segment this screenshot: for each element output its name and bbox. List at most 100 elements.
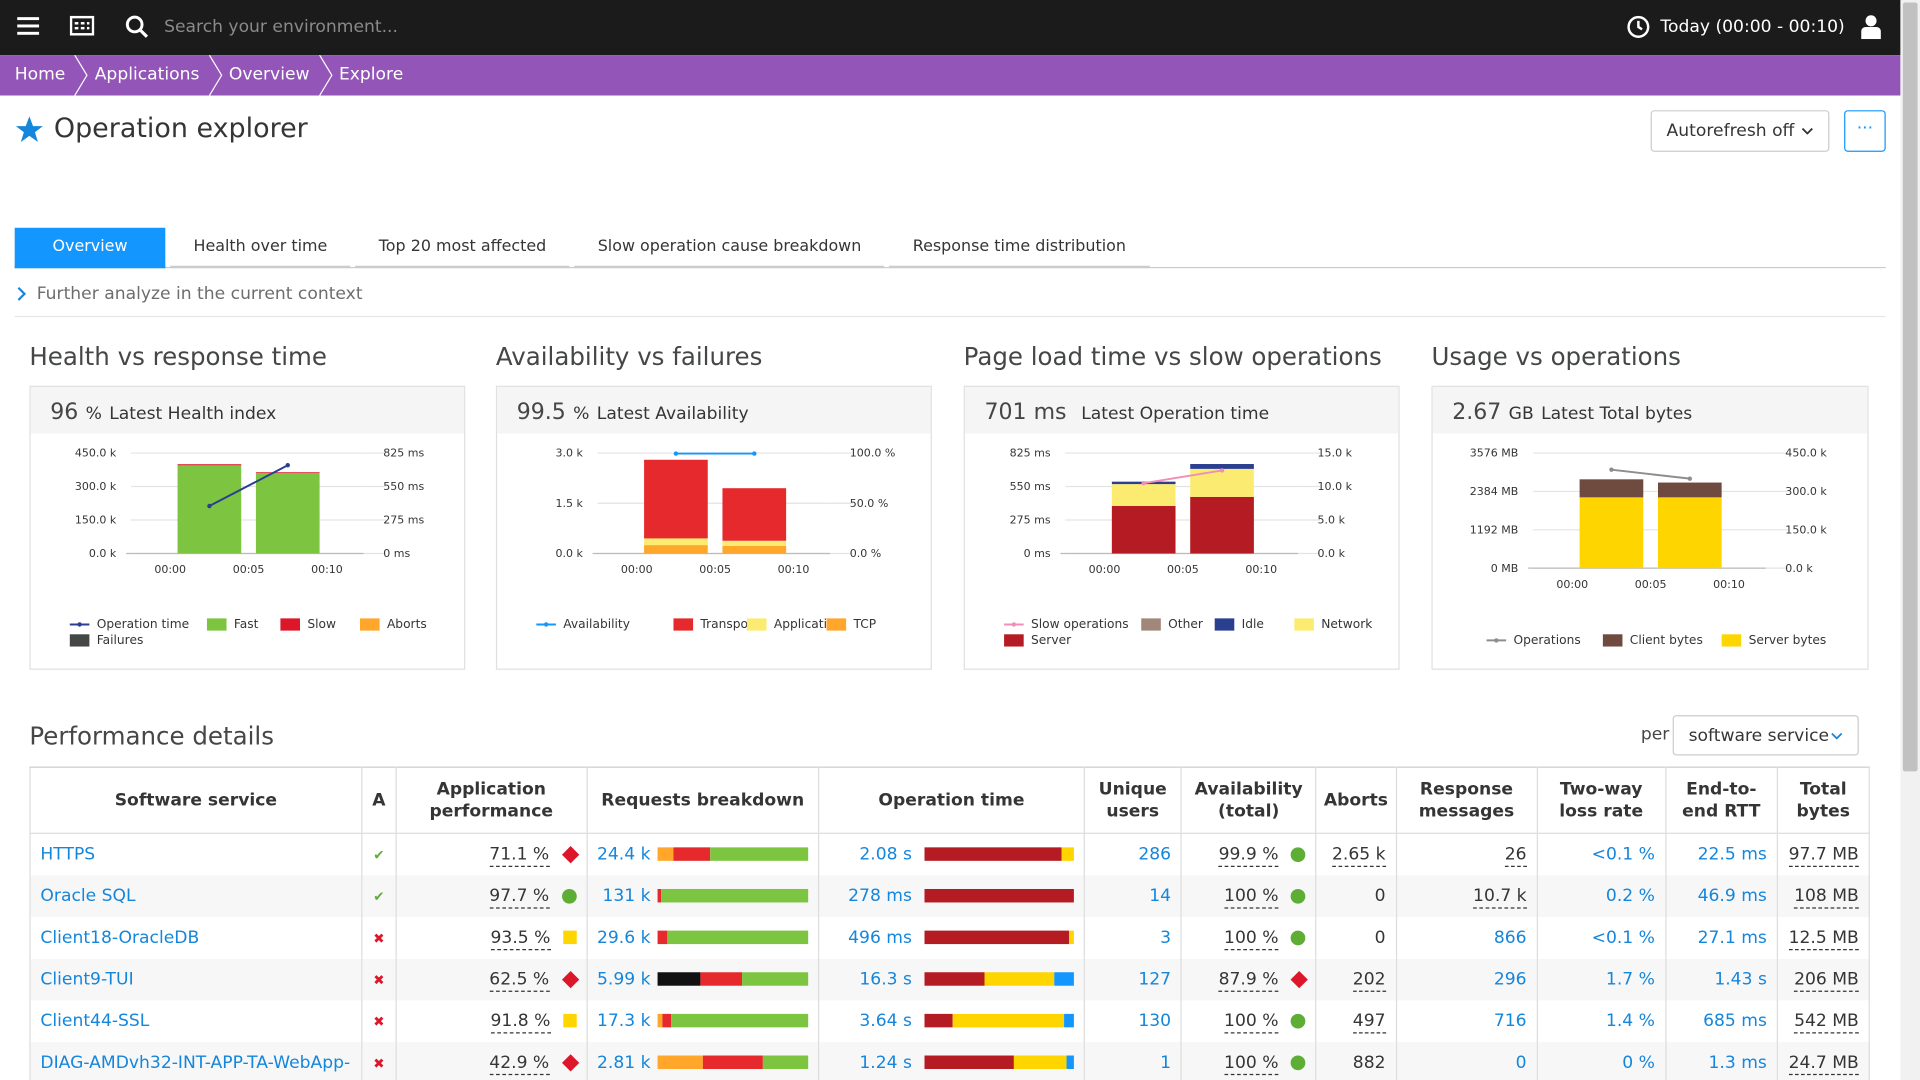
total-bytes-value[interactable]: 206 MB: [1794, 969, 1859, 992]
table-row[interactable]: HTTPS ✔ 71.1 % 24.4 k 2.08 s 286 99.9 % 2.65 k 2…: [29, 833, 1870, 875]
column-header[interactable]: Unique users: [1083, 766, 1183, 834]
operation-time-value[interactable]: 278 ms: [848, 885, 912, 906]
availability-value[interactable]: 100 %: [1224, 1010, 1279, 1033]
service-name-link[interactable]: Oracle SQL: [40, 885, 136, 906]
chart-card-page-load[interactable]: 701 ms Latest Operation time 825 ms 550 m…: [963, 385, 1400, 670]
rtt-value[interactable]: 1.43 s: [1714, 969, 1767, 989]
response-messages-value[interactable]: 716: [1493, 1010, 1527, 1031]
availability-value[interactable]: 87.9 %: [1218, 969, 1279, 992]
rtt-value[interactable]: 685 ms: [1703, 1010, 1767, 1031]
breadcrumb-overview[interactable]: Overview: [214, 55, 333, 96]
app-performance-value[interactable]: 62.5 %: [489, 969, 550, 992]
total-bytes-value[interactable]: 542 MB: [1794, 1010, 1859, 1033]
unique-users-value[interactable]: 3: [1160, 927, 1172, 948]
chart-card-usage[interactable]: 2.67 GB Latest Total bytes 3576 MB 2384 M…: [1431, 385, 1869, 670]
service-name-link[interactable]: Client44-SSL: [40, 1010, 150, 1031]
loss-rate-value[interactable]: 0 %: [1622, 1052, 1655, 1073]
rtt-value[interactable]: 22.5 ms: [1697, 844, 1767, 865]
column-header[interactable]: A: [361, 766, 397, 834]
app-performance-value[interactable]: 91.8 %: [490, 1010, 551, 1033]
table-row[interactable]: Client44-SSL ✖ 91.8 % 17.3 k 3.64 s 130 100 % 4…: [29, 999, 1870, 1042]
tab-overview[interactable]: Overview: [14, 227, 166, 269]
breadcrumb-home[interactable]: Home: [0, 55, 89, 96]
table-row[interactable]: DIAG-AMDvh32-INT-APP-TA-WebApp- ✖ 42.9 % 2.…: [29, 1041, 1870, 1080]
loss-rate-value[interactable]: <0.1 %: [1591, 927, 1655, 948]
total-bytes-value[interactable]: 97.7 MB: [1788, 844, 1859, 867]
aborts-value[interactable]: 497: [1352, 1010, 1386, 1033]
rtt-value[interactable]: 46.9 ms: [1697, 885, 1767, 906]
tab-response-time-distribution[interactable]: Response time distribution: [889, 228, 1150, 269]
star-icon[interactable]: [15, 114, 44, 143]
aborts-value[interactable]: 202: [1352, 969, 1386, 992]
table-row[interactable]: Oracle SQL ✔ 97.7 % 131 k 278 ms 14 100 % 0 10.7…: [29, 874, 1870, 917]
requests-value[interactable]: 24.4 k: [596, 844, 651, 865]
user-icon[interactable]: [1860, 15, 1882, 44]
availability-value[interactable]: 100 %: [1224, 927, 1279, 950]
column-header[interactable]: Response messages: [1395, 766, 1538, 834]
hamburger-menu-icon[interactable]: [17, 15, 40, 42]
total-bytes-value[interactable]: 24.7 MB: [1788, 1052, 1859, 1075]
column-header[interactable]: Application performance: [395, 766, 588, 834]
service-name-link[interactable]: HTTPS: [40, 844, 96, 865]
further-analyze-toggle[interactable]: Further analyze in the current context: [17, 284, 363, 304]
tab-top-20-most-affected[interactable]: Top 20 most affected: [355, 228, 570, 269]
loss-rate-value[interactable]: 0.2 %: [1605, 885, 1655, 906]
table-row[interactable]: Client9-TUI ✖ 62.5 % 5.99 k 16.3 s 127 87.9 % 2…: [29, 958, 1870, 1000]
column-header[interactable]: Two-way loss rate: [1536, 766, 1666, 834]
breadcrumb-applications[interactable]: Applications: [80, 55, 223, 96]
response-messages-value[interactable]: 26: [1504, 844, 1527, 867]
unique-users-value[interactable]: 14: [1149, 885, 1172, 906]
scrollbar-thumb[interactable]: [1902, 2, 1918, 772]
search-input[interactable]: Search your environment...: [164, 17, 398, 37]
availability-value[interactable]: 99.9 %: [1218, 844, 1279, 867]
service-name-link[interactable]: Client18-OracleDB: [40, 927, 200, 948]
column-header[interactable]: Availability (total): [1180, 766, 1317, 834]
availability-value[interactable]: 100 %: [1224, 1052, 1279, 1075]
timeframe-selector[interactable]: Today (00:00 - 00:10): [1626, 15, 1845, 39]
requests-value[interactable]: 17.3 k: [596, 1010, 651, 1031]
operation-time-value[interactable]: 3.64 s: [859, 1010, 912, 1031]
tab-health-over-time[interactable]: Health over time: [170, 228, 351, 269]
response-messages-value[interactable]: 0: [1515, 1052, 1527, 1073]
rtt-value[interactable]: 27.1 ms: [1697, 927, 1767, 948]
response-messages-value[interactable]: 296: [1493, 969, 1527, 989]
app-performance-value[interactable]: 42.9 %: [489, 1052, 550, 1075]
operation-time-value[interactable]: 16.3 s: [859, 969, 912, 989]
service-name-link[interactable]: DIAG-AMDvh32-INT-APP-TA-WebApp-: [40, 1052, 351, 1073]
loss-rate-value[interactable]: <0.1 %: [1591, 844, 1655, 865]
scrollbar[interactable]: [1900, 0, 1920, 1080]
loss-rate-value[interactable]: 1.4 %: [1605, 1010, 1655, 1031]
availability-value[interactable]: 100 %: [1224, 885, 1279, 908]
total-bytes-value[interactable]: 12.5 MB: [1788, 927, 1859, 950]
tab-slow-operation-cause-breakdown[interactable]: Slow operation cause breakdown: [574, 228, 885, 269]
column-header[interactable]: Software service: [29, 766, 363, 834]
operation-time-value[interactable]: 496 ms: [848, 927, 912, 948]
group-by-dropdown[interactable]: software service: [1672, 715, 1859, 756]
rtt-value[interactable]: 1.3 ms: [1708, 1052, 1767, 1073]
dashboard-icon[interactable]: [69, 15, 95, 42]
app-performance-value[interactable]: 97.7 %: [489, 885, 550, 908]
search-icon[interactable]: [125, 15, 149, 44]
aborts-value[interactable]: 2.65 k: [1331, 844, 1386, 867]
total-bytes-value[interactable]: 108 MB: [1794, 885, 1859, 908]
app-performance-value[interactable]: 71.1 %: [489, 844, 550, 867]
unique-users-value[interactable]: 127: [1138, 969, 1172, 989]
autorefresh-dropdown[interactable]: Autorefresh off: [1650, 110, 1830, 152]
column-header[interactable]: End-to-end RTT: [1664, 766, 1778, 834]
chart-card-health[interactable]: 96 % Latest Health index 450.0 k 300.0 k 1…: [29, 385, 466, 670]
response-messages-value[interactable]: 866: [1493, 927, 1527, 948]
chart-card-availability[interactable]: 99.5 % Latest Availability 3.0 k 1.5 k 0.0…: [495, 385, 932, 670]
app-performance-value[interactable]: 93.5 %: [490, 927, 551, 950]
column-header[interactable]: Requests breakdown: [585, 766, 820, 834]
unique-users-value[interactable]: 1: [1160, 1052, 1172, 1073]
operation-time-value[interactable]: 1.24 s: [859, 1052, 912, 1073]
operation-time-value[interactable]: 2.08 s: [859, 844, 912, 865]
service-name-link[interactable]: Client9-TUI: [40, 969, 134, 989]
column-header[interactable]: Operation time: [818, 766, 1085, 834]
unique-users-value[interactable]: 286: [1138, 844, 1172, 865]
more-options-button[interactable]: ···: [1844, 110, 1886, 152]
loss-rate-value[interactable]: 1.7 %: [1605, 969, 1655, 989]
requests-value[interactable]: 5.99 k: [596, 969, 651, 989]
requests-value[interactable]: 2.81 k: [596, 1052, 651, 1073]
column-header[interactable]: Total bytes: [1776, 766, 1870, 834]
